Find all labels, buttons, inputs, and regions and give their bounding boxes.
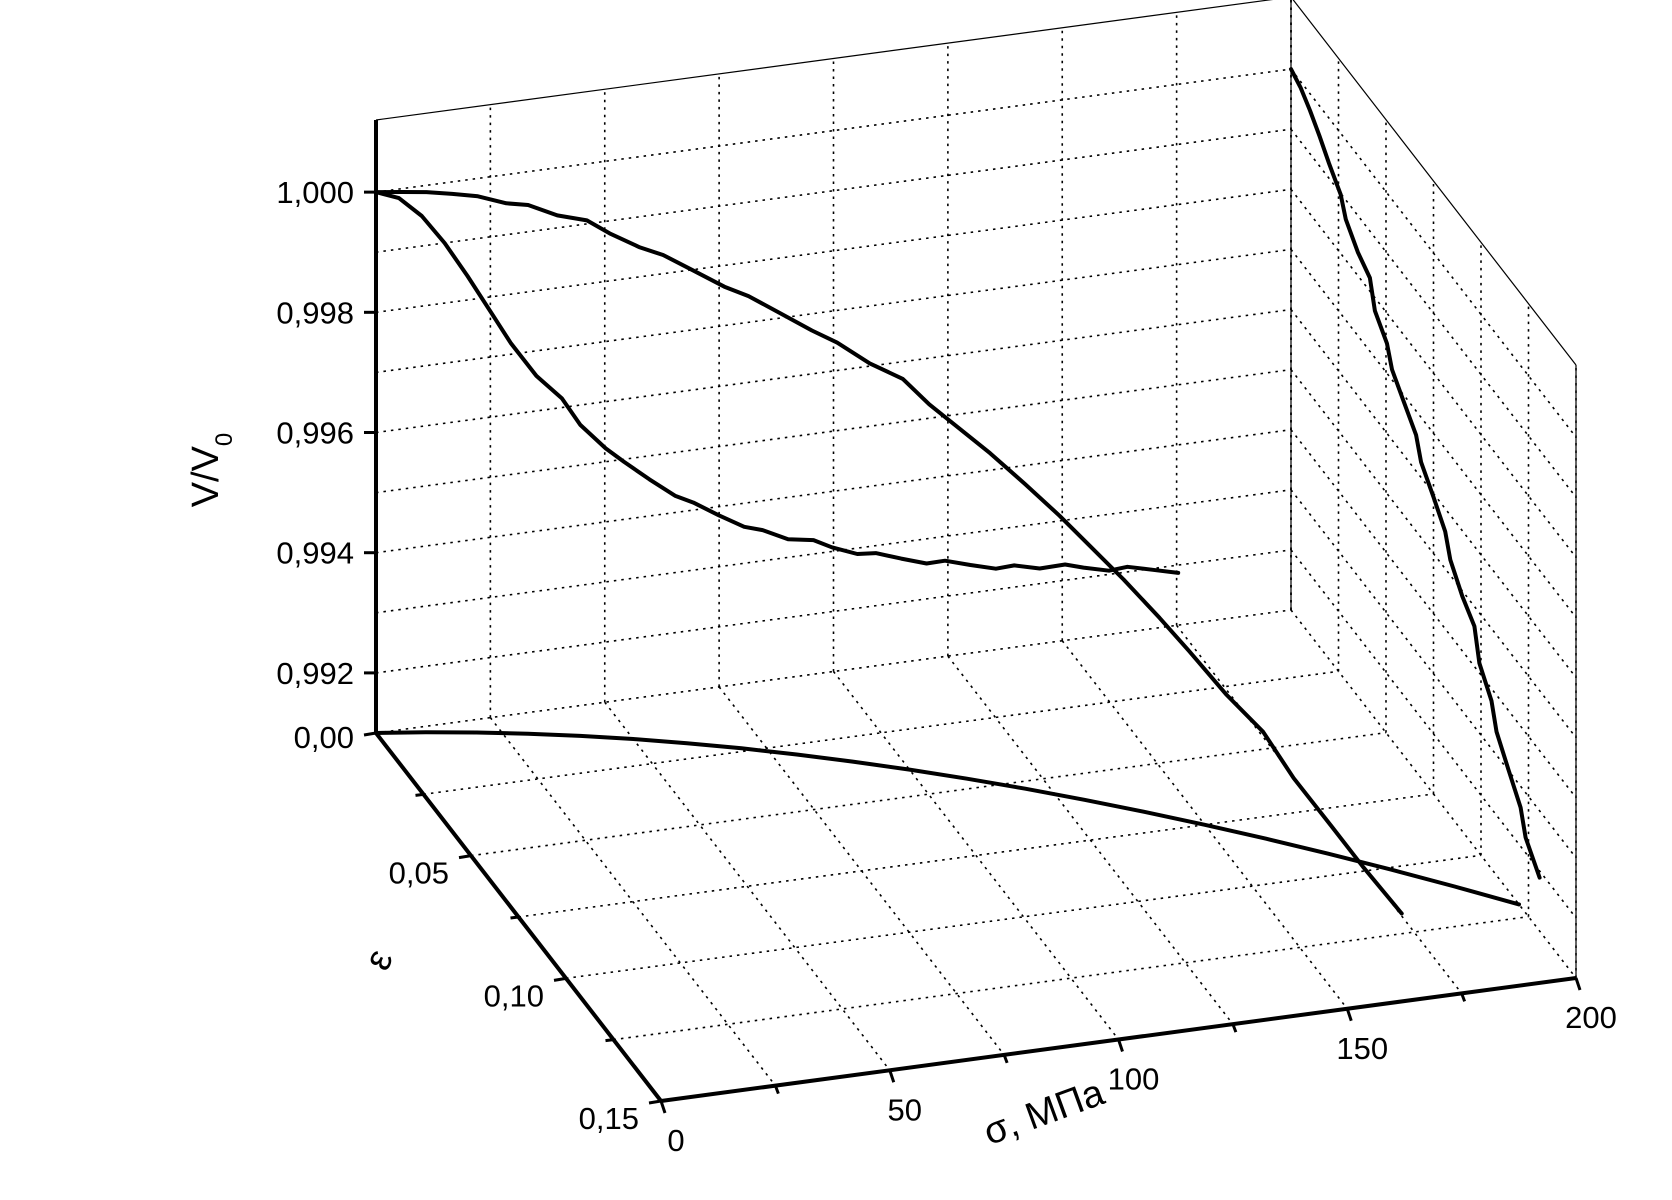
frame-edge [375, 0, 1274, 121]
sigma-minor-tick [1231, 1023, 1238, 1033]
sigma-tick-label: 50 [888, 1092, 922, 1127]
sigma-tick [1345, 1008, 1353, 1022]
sigma-tick-label: 100 [1108, 1062, 1160, 1097]
epsilon-tick-label: 0,00 [294, 720, 354, 755]
curve-projection-epsilon-v [1289, 67, 1542, 880]
v-tick-label: 0,996 [276, 416, 354, 451]
axis-layer [363, 120, 1582, 1114]
epsilon-minor-tick [510, 915, 519, 920]
grid-line [613, 915, 1529, 1041]
grid-line [1290, 128, 1577, 498]
grid-line [470, 731, 1387, 857]
grid-line [1290, 549, 1577, 919]
v-tick-label: 0,994 [276, 536, 354, 571]
epsilon-tick-label: 0,15 [579, 1101, 639, 1136]
epsilon-tick [363, 731, 377, 737]
grid-line [489, 717, 777, 1087]
grid-line [1290, 489, 1577, 859]
curve-projection-sigma-v [374, 190, 1181, 575]
sigma-minor-tick [1460, 992, 1467, 1002]
sigma-tick-label: 200 [1565, 1000, 1617, 1035]
grid-line [1290, 248, 1577, 618]
epsilon-tick [648, 1099, 662, 1105]
grid-line [1290, 369, 1577, 739]
grid-line [947, 655, 1234, 1025]
curve-3d-curve [374, 190, 1404, 916]
grid-line [1290, 429, 1577, 799]
epsilon-tick [458, 854, 472, 860]
epsilon-tick-label: 0,05 [389, 856, 449, 891]
grid-line [423, 670, 1339, 796]
v-tick-label: 0,998 [276, 295, 354, 330]
epsilon-tick-label: 0,10 [484, 978, 544, 1013]
v-tick-label: 0,992 [276, 656, 354, 691]
grid-line [565, 854, 1482, 980]
sigma-axis-title: σ, МПа [978, 1071, 1110, 1153]
grid-line [832, 671, 1120, 1040]
frame-layer [375, 0, 1577, 978]
v-tick-label: 1,000 [276, 175, 354, 210]
v-axis-title: V/V0 [185, 433, 238, 508]
sigma-tick [888, 1069, 896, 1083]
sigma-minor-tick [773, 1085, 780, 1095]
grid-layer [375, 0, 1577, 1102]
epsilon-axis-title: ε [357, 943, 402, 976]
grid-line [1290, 188, 1577, 558]
sigma-tick [1117, 1039, 1124, 1052]
curve-projection-sigma-epsilon [374, 730, 1521, 907]
epsilon-tick [553, 976, 567, 982]
epsilon-minor-tick [415, 792, 424, 797]
epsilon-minor-tick [605, 1038, 614, 1043]
sigma-tick [659, 1100, 667, 1114]
sigma-tick-label: 0 [667, 1123, 684, 1158]
sigma-minor-tick [1002, 1054, 1009, 1064]
frame-edge [1292, 0, 1577, 366]
curve-layer [374, 67, 1542, 916]
grid-line [604, 701, 891, 1071]
sigma-tick [1574, 977, 1582, 991]
grid-line [1290, 68, 1577, 438]
sigma-tick-label: 150 [1336, 1031, 1388, 1066]
tick-label-layer: 0,992 0,994 0,996 0,998 1,000 0,00 0,05 0,10 0,1… [276, 175, 1616, 1158]
